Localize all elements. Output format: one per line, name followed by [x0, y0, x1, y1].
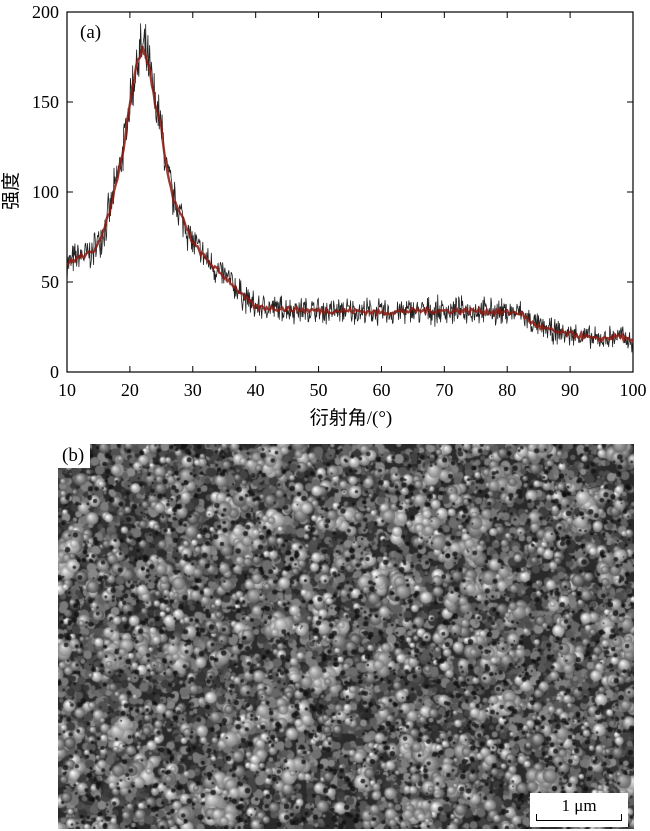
- x-tick-label: 50: [310, 380, 328, 400]
- panel-label-b: (b): [58, 444, 91, 468]
- x-axis-ticks: 10 20 30 40 50 60 70 80 90 100: [58, 12, 647, 400]
- sem-micrograph: (b) 1 μm: [58, 444, 634, 829]
- panel-label-a: (a): [80, 22, 101, 43]
- series-noise: [66, 23, 633, 353]
- y-tick-label: 200: [32, 2, 59, 22]
- y-tick-label: 0: [50, 362, 59, 382]
- x-tick-label: 40: [247, 380, 265, 400]
- y-axis-ticks: 0 50 100 150 200: [32, 2, 633, 382]
- x-axis-label: 衍射角/(°): [310, 407, 393, 429]
- xrd-chart: 10 20 30 40 50 60 70 80 90 100 0 50 100 150 200 (a) 衍…: [0, 2, 647, 429]
- scale-bar-label: 1 μm: [561, 796, 597, 815]
- x-tick-label: 10: [58, 380, 76, 400]
- x-tick-label: 60: [372, 380, 390, 400]
- x-tick-label: 80: [498, 380, 516, 400]
- scale-bar-line: [536, 820, 622, 821]
- y-tick-label: 100: [32, 182, 59, 202]
- series-line: [66, 45, 634, 344]
- scale-bar-tick-left: [536, 814, 537, 821]
- y-tick-label: 50: [41, 272, 59, 292]
- sem-image: [58, 444, 634, 829]
- x-tick-label: 30: [184, 380, 202, 400]
- x-tick-label: 100: [620, 380, 647, 400]
- x-tick-label: 20: [121, 380, 139, 400]
- scale-bar-tick-right: [621, 814, 622, 821]
- scale-bar: 1 μm: [530, 793, 628, 827]
- x-tick-label: 90: [561, 380, 579, 400]
- y-tick-label: 150: [32, 92, 59, 112]
- y-axis-label: 强度: [0, 172, 22, 210]
- x-tick-label: 70: [435, 380, 453, 400]
- series-noise-trace: [66, 23, 633, 353]
